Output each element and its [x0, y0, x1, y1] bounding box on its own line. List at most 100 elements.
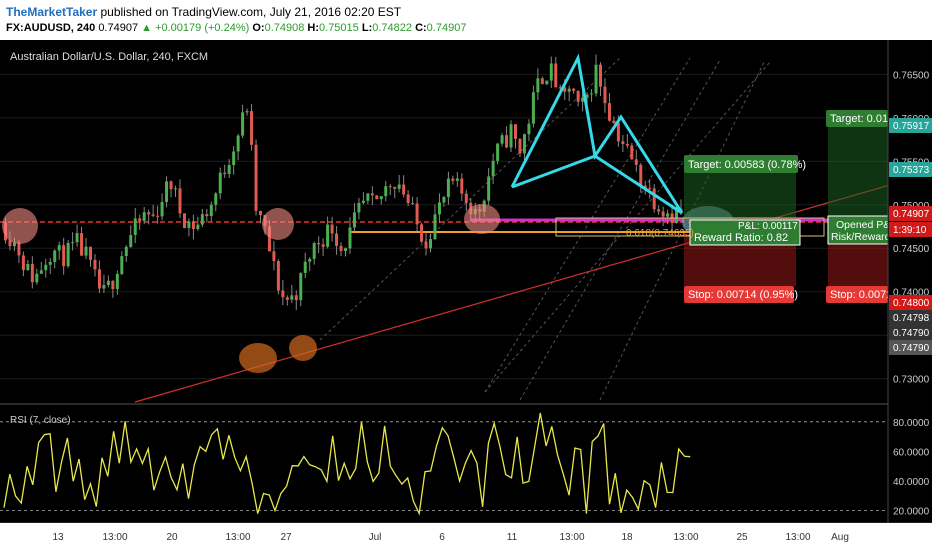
candle-body	[30, 263, 34, 283]
candle-body	[348, 227, 352, 249]
candle-body	[433, 214, 437, 240]
candle-body	[496, 143, 500, 161]
candle-body	[639, 164, 643, 186]
candle-body	[455, 178, 459, 181]
candle-body	[39, 270, 43, 274]
candle-body	[339, 245, 343, 251]
high-label: H:	[307, 22, 320, 34]
candle-body	[93, 259, 97, 270]
candle-body	[630, 145, 634, 160]
candle-body	[451, 178, 455, 181]
candle-body	[576, 90, 580, 102]
time-tick-label: Jul	[369, 532, 382, 543]
candle-body	[53, 250, 57, 262]
time-tick-label: 13:00	[785, 532, 810, 543]
candle-body	[549, 63, 553, 81]
candle-body	[572, 88, 576, 91]
grid-lines	[0, 73, 888, 380]
last-price: 0.74907	[98, 22, 139, 34]
candle-body	[464, 193, 468, 203]
candles	[4, 54, 683, 311]
candle-body	[48, 261, 52, 265]
candle-body	[594, 64, 598, 94]
candle-body	[84, 246, 88, 256]
candle-body	[531, 92, 535, 124]
price-label-text: 0.75373	[893, 165, 930, 176]
price-change: ▲ +0.00179 (+0.24%)	[141, 22, 250, 34]
candle-body	[308, 258, 312, 262]
price-tick-label: 0.74500	[893, 244, 930, 255]
candle-body	[411, 203, 415, 205]
candle-body	[8, 240, 12, 247]
candle-body	[285, 297, 289, 300]
candle-body	[491, 160, 495, 177]
candle-body	[384, 186, 388, 197]
stop-label-box-2	[826, 286, 888, 303]
candle-body	[585, 94, 589, 98]
price-label-text: 0.74800	[893, 298, 930, 309]
price-label-box	[889, 118, 932, 133]
price-label-text: 0.74798	[893, 313, 930, 324]
candle-body	[245, 111, 249, 113]
price-label-text: 0.74790	[893, 328, 930, 339]
candle-body	[151, 214, 155, 216]
candle-body	[281, 290, 285, 298]
candle-body	[500, 135, 504, 144]
candle-body	[227, 165, 231, 174]
candle-body	[178, 188, 182, 214]
candle-body	[321, 244, 325, 247]
pnl-box	[827, 215, 889, 245]
highlight-ellipse	[464, 204, 500, 234]
candle-body	[174, 188, 177, 190]
candle-body	[514, 124, 517, 139]
candle-body	[344, 248, 347, 251]
time-tick-label: 13:00	[673, 532, 698, 543]
candle-body	[120, 256, 124, 275]
candle-body	[102, 285, 106, 289]
candle-body	[156, 215, 160, 217]
price-label-text: 0.74907	[893, 209, 930, 220]
price-label-box	[889, 325, 932, 340]
candle-body	[393, 186, 397, 189]
open-value: 0.74908	[264, 22, 305, 34]
candle-body	[80, 233, 84, 256]
candle-body	[429, 239, 432, 249]
candle-body	[415, 203, 419, 225]
candle-body	[75, 233, 79, 243]
candle-body	[603, 86, 607, 104]
time-axis-bg	[0, 523, 932, 550]
rsi-title: RSI (7, close)	[10, 415, 71, 426]
risk-label: Risk/Reward	[831, 231, 891, 243]
time-tick-label: 25	[736, 532, 748, 543]
candle-body	[563, 87, 567, 92]
candle-body	[388, 186, 392, 188]
author-link[interactable]: TheMarketTaker	[6, 5, 98, 19]
price-axis-bg	[888, 40, 932, 510]
candle-body	[361, 200, 365, 203]
chart-title: Australian Dollar/U.S. Dollar, 240, FXCM	[10, 51, 208, 63]
time-tick-label: 13	[52, 532, 64, 543]
candle-body	[165, 181, 169, 203]
candle-body	[115, 274, 119, 290]
publish-info: published on TradingView.com, July 21, 2…	[97, 5, 402, 19]
candle-body	[599, 64, 602, 87]
candle-body	[232, 151, 236, 166]
candle-body	[147, 212, 151, 215]
candle-body	[21, 255, 25, 271]
time-tick-label: 13:00	[559, 532, 584, 543]
candle-body	[370, 193, 374, 196]
price-chart[interactable]: Australian Dollar/U.S. Dollar, 240, FXCM…	[0, 40, 932, 550]
candle-body	[581, 97, 585, 102]
gann-fan	[319, 57, 771, 401]
high-value: 0.75015	[319, 22, 359, 34]
low-value: 0.74822	[372, 22, 412, 34]
candle-body	[71, 242, 75, 244]
ohlc-line: FX:AUDUSD, 240 0.74907 ▲ +0.00179 (+0.24…	[6, 22, 466, 34]
candle-body	[558, 87, 562, 89]
fan-line	[319, 57, 621, 341]
fan-line	[484, 57, 691, 393]
time-tick-label: 11	[507, 532, 518, 543]
candle-body	[424, 241, 428, 249]
candle-body	[241, 112, 245, 136]
stop-label-box	[684, 286, 794, 303]
